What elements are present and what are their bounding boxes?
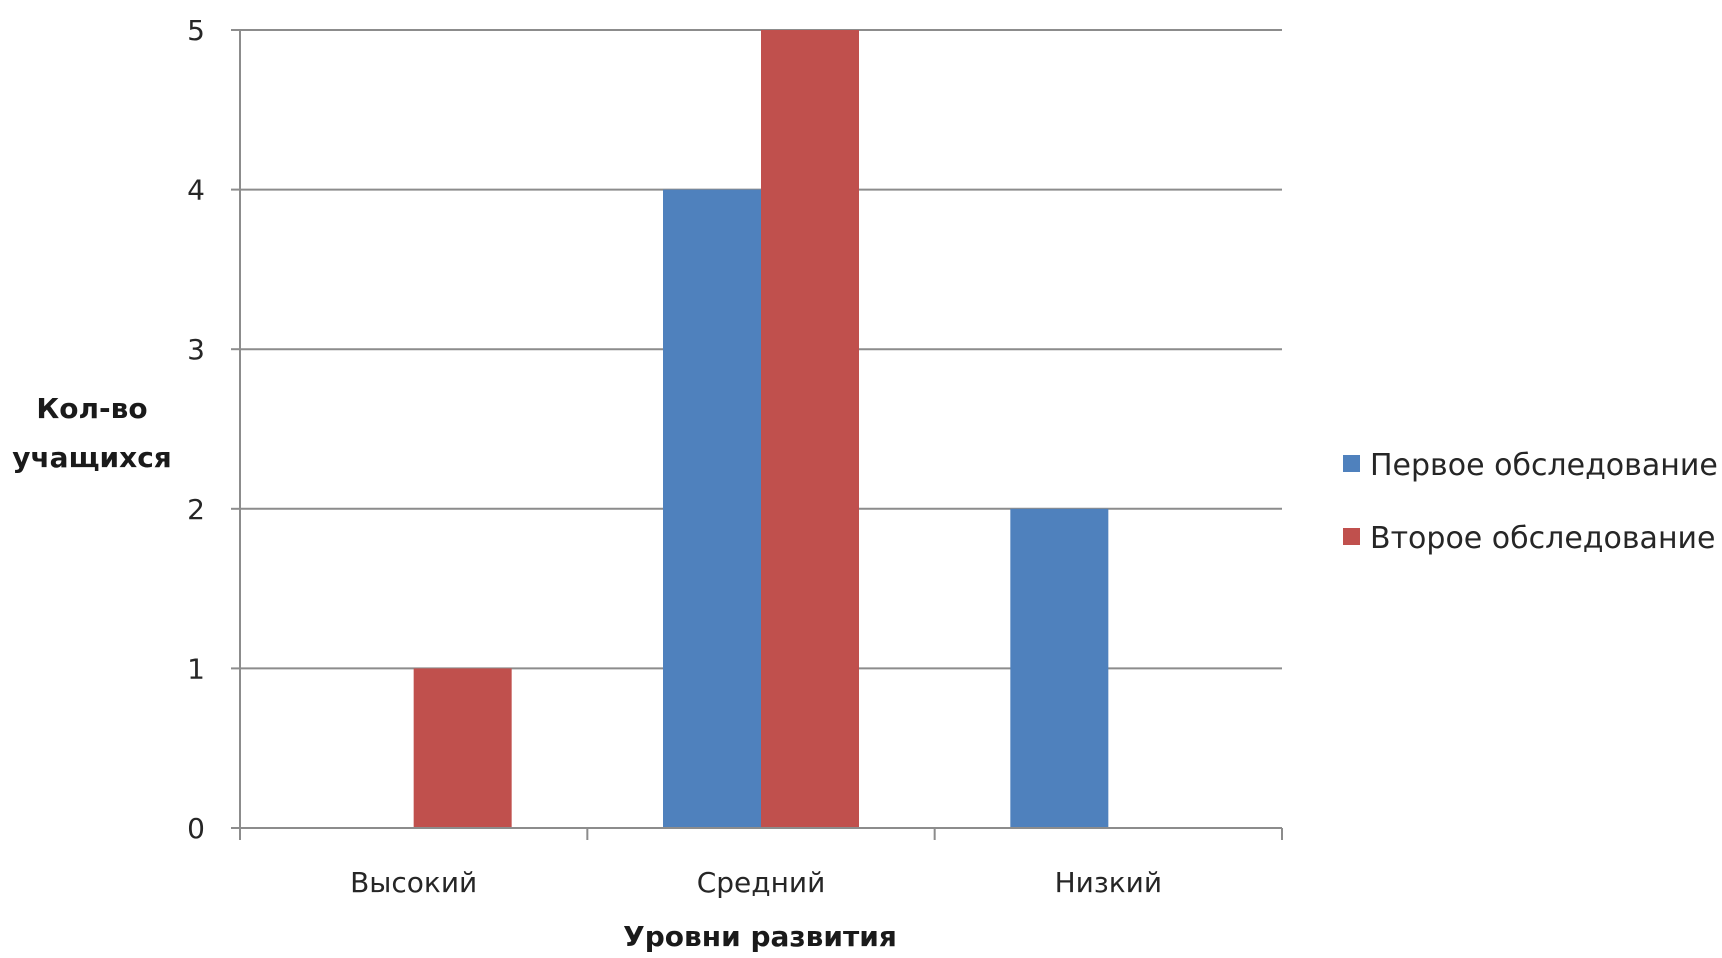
legend-swatch-first-survey (1343, 455, 1360, 472)
x-tick-label-2: Средний (697, 866, 826, 899)
y-axis-title-line-1: Кол-во (36, 392, 147, 425)
legend-swatch-second-survey (1343, 528, 1360, 545)
legend-label-second-survey: Второе обследование (1370, 521, 1716, 556)
bars (414, 30, 1109, 828)
y-tick-label-4: 4 (187, 174, 205, 207)
y-tick-label-0: 0 (187, 812, 205, 845)
x-tick-labels: Высокий Средний Низкий (350, 866, 1162, 899)
bar-1-3 (1010, 509, 1108, 828)
legend-label-first-survey: Первое обследование (1370, 448, 1718, 483)
y-axis-title-line-2: учащихся (12, 441, 172, 474)
y-tick-labels: 0 1 2 3 4 5 (187, 14, 205, 845)
x-tick-label-3: Низкий (1055, 866, 1162, 899)
y-tick-label-5: 5 (187, 14, 205, 47)
y-tick-label-3: 3 (187, 333, 205, 366)
x-axis-title: Уровни развития (623, 920, 897, 953)
bar-2-1 (414, 668, 512, 828)
bar-1-2 (663, 190, 761, 828)
y-tick-label-1: 1 (187, 652, 205, 685)
bar-2-2 (761, 30, 859, 828)
legend: Первое обследование Второе обследование (1343, 448, 1718, 556)
x-tick-label-1: Высокий (350, 866, 477, 899)
y-tick-label-2: 2 (187, 493, 205, 526)
